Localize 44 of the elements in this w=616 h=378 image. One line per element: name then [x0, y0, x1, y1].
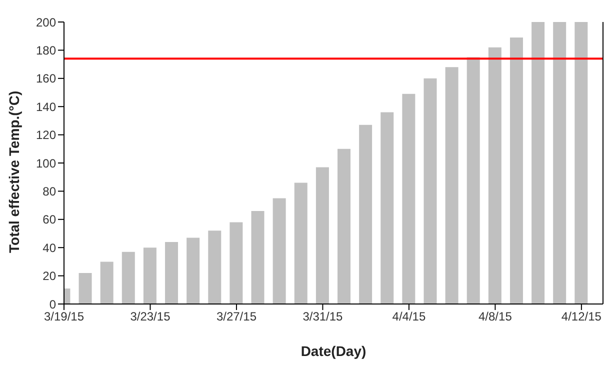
x-tick-label: 4/4/15	[392, 310, 426, 324]
bar	[230, 222, 243, 304]
x-tick-label: 4/8/15	[478, 310, 512, 324]
y-tick-label: 140	[36, 100, 56, 114]
bar	[316, 167, 329, 304]
y-tick-label: 120	[36, 128, 56, 142]
bar	[122, 252, 135, 304]
y-tick-label: 200	[36, 15, 56, 30]
y-tick-label: 100	[36, 156, 56, 170]
y-tick-label: 0	[49, 297, 56, 312]
bar	[466, 57, 480, 304]
bar	[532, 22, 545, 304]
bar	[424, 78, 437, 304]
bar	[510, 38, 523, 304]
bar	[359, 124, 372, 304]
bar	[251, 210, 264, 304]
bar	[186, 238, 200, 304]
x-tick-label: 3/27/15	[216, 310, 257, 324]
y-tick-label: 160	[36, 72, 56, 86]
bar	[338, 148, 350, 304]
y-tick-label: 40	[42, 240, 56, 255]
bar	[165, 242, 178, 304]
bar	[574, 22, 588, 304]
bar	[380, 112, 394, 304]
bar	[445, 67, 458, 304]
y-tick-label: 180	[36, 43, 56, 58]
x-tick-label: 4/12/15	[561, 310, 602, 324]
bar	[402, 94, 416, 304]
bar	[294, 182, 308, 304]
bar	[78, 272, 92, 304]
bar	[143, 248, 156, 304]
x-axis-title: Date(Day)	[300, 343, 366, 359]
y-axis-title: Total effective Temp.(°C)	[6, 90, 22, 253]
y-tick-label: 80	[42, 184, 56, 198]
y-tick-label: 60	[42, 212, 56, 227]
bar	[208, 230, 222, 304]
bar	[488, 47, 502, 304]
y-tick-label: 20	[42, 269, 56, 284]
bar	[100, 262, 114, 304]
x-tick-label: 3/31/15	[302, 310, 344, 324]
x-tick-label: 3/19/15	[44, 310, 84, 324]
bar	[272, 198, 286, 304]
bar	[553, 22, 566, 304]
x-tick-label: 3/23/15	[130, 310, 171, 324]
